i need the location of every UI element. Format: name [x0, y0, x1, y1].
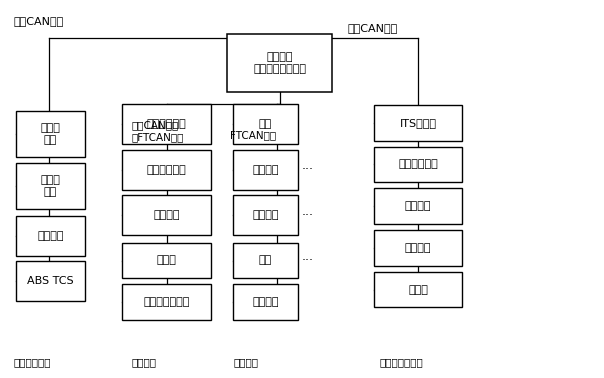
FancyBboxPatch shape: [123, 150, 211, 190]
Text: 视频装置: 视频装置: [405, 243, 431, 253]
Text: FTCAN总线: FTCAN总线: [230, 130, 276, 140]
Text: 高速CAN总线: 高速CAN总线: [13, 16, 64, 26]
Text: 车门系统: 车门系统: [252, 165, 278, 175]
FancyBboxPatch shape: [233, 195, 298, 235]
Text: 湿度调节: 湿度调节: [252, 297, 278, 307]
FancyBboxPatch shape: [123, 243, 211, 278]
FancyBboxPatch shape: [227, 34, 332, 92]
Text: 车身与信息系统: 车身与信息系统: [380, 357, 423, 367]
Text: 儿童安全带识别: 儿童安全带识别: [144, 297, 190, 307]
Text: 座位模块: 座位模块: [252, 210, 278, 220]
Text: 全球定位系统: 全球定位系统: [398, 160, 438, 169]
FancyBboxPatch shape: [233, 284, 298, 320]
Text: 安全带: 安全带: [157, 256, 177, 265]
FancyBboxPatch shape: [16, 163, 85, 209]
FancyBboxPatch shape: [374, 105, 463, 141]
Text: 车载电话: 车载电话: [405, 201, 431, 211]
FancyBboxPatch shape: [16, 111, 85, 157]
Text: 安全气囊控制: 安全气囊控制: [147, 119, 187, 129]
FancyBboxPatch shape: [233, 243, 298, 278]
Text: 变速器
控制: 变速器 控制: [40, 175, 60, 197]
Text: 动力传动系统: 动力传动系统: [13, 357, 51, 367]
Text: 车身系统: 车身系统: [233, 357, 258, 367]
Text: 安全系统: 安全系统: [132, 357, 156, 367]
FancyBboxPatch shape: [374, 147, 463, 182]
FancyBboxPatch shape: [374, 188, 463, 224]
Text: 高速CAN总线: 高速CAN总线: [347, 23, 397, 33]
Text: 安全气囊: 安全气囊: [153, 210, 180, 220]
FancyBboxPatch shape: [123, 104, 211, 144]
Text: 无线电: 无线电: [408, 285, 428, 294]
FancyBboxPatch shape: [16, 261, 85, 302]
FancyBboxPatch shape: [374, 230, 463, 266]
Text: 标准平台
（故障诊断管理）: 标准平台 （故障诊断管理）: [253, 52, 306, 74]
FancyBboxPatch shape: [233, 150, 298, 190]
Text: ABS TCS: ABS TCS: [27, 276, 74, 287]
Text: ···: ···: [302, 163, 314, 176]
Text: 发动机
管理: 发动机 管理: [40, 123, 60, 145]
Text: 高速CAN总线
或FTCAN总线: 高速CAN总线 或FTCAN总线: [132, 120, 184, 143]
FancyBboxPatch shape: [123, 284, 211, 320]
Text: ···: ···: [302, 209, 314, 222]
Text: ···: ···: [302, 254, 314, 267]
Text: 车灯: 车灯: [259, 256, 272, 265]
Text: 加速度传感器: 加速度传感器: [147, 165, 187, 175]
FancyBboxPatch shape: [16, 216, 85, 256]
FancyBboxPatch shape: [123, 195, 211, 235]
Text: ITS防火墙: ITS防火墙: [400, 118, 437, 128]
Text: 悬架控制: 悬架控制: [37, 231, 63, 241]
FancyBboxPatch shape: [233, 104, 298, 144]
Text: 固化: 固化: [259, 119, 272, 129]
FancyBboxPatch shape: [374, 272, 463, 307]
